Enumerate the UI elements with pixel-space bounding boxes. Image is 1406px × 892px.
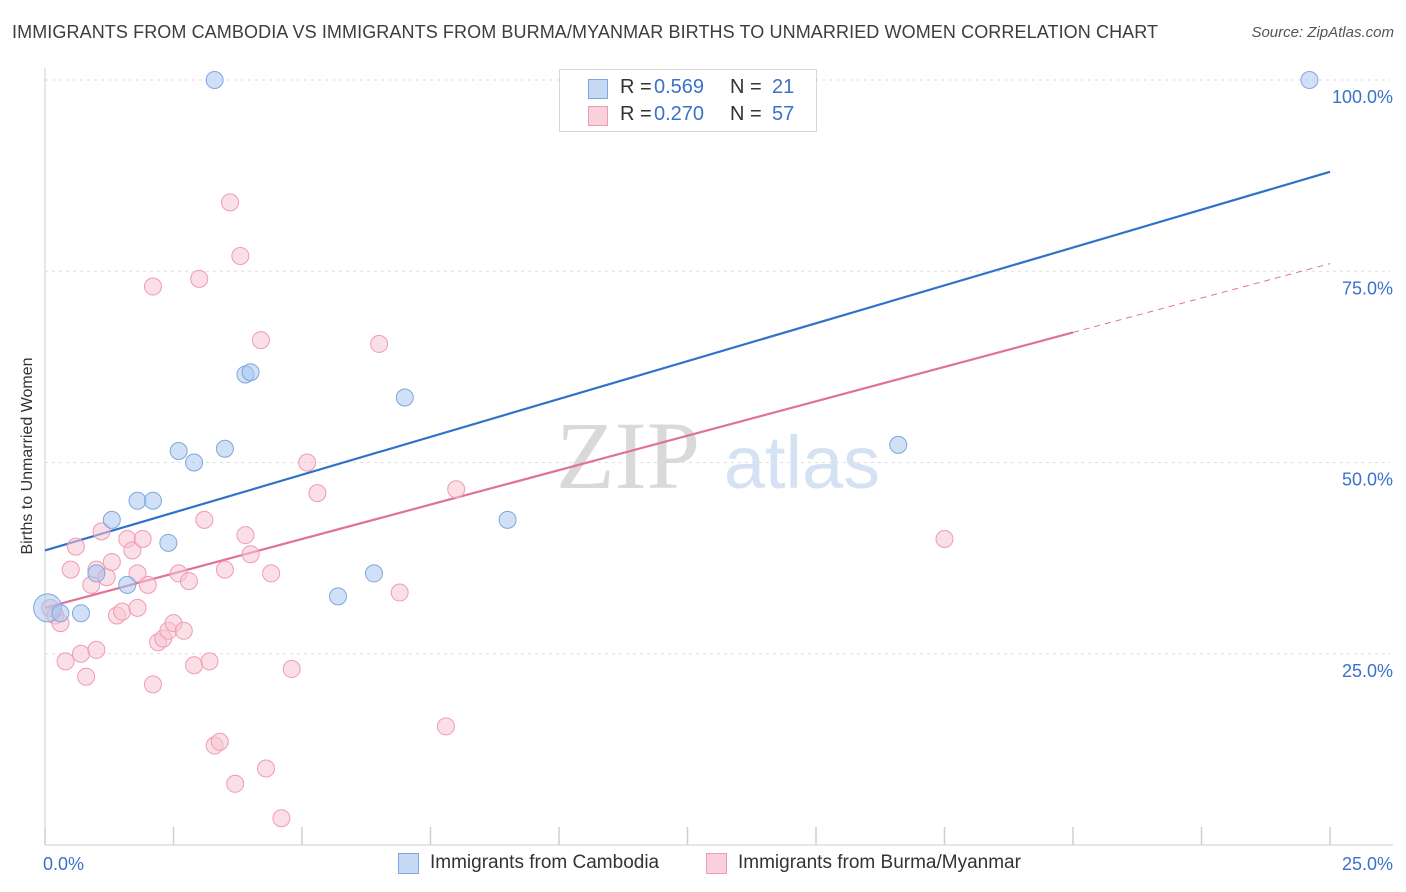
point-burma (77, 667, 96, 686)
legend-n-label: N = (730, 103, 762, 125)
trend-line-cambodia (44, 170, 1331, 552)
y-tick-label: 75.0% (1342, 278, 1393, 298)
legend-label-cambodia: Immigrants from Cambodia (430, 852, 660, 873)
x-tick-label: 25.0% (1342, 854, 1393, 874)
point-burma (251, 331, 270, 350)
point-burma (272, 809, 291, 828)
point-cambodia (185, 453, 204, 472)
point-cambodia (1300, 71, 1319, 89)
legend-r-value: 0.569 (654, 76, 705, 98)
point-burma (128, 598, 147, 617)
point-burma (436, 717, 455, 736)
point-burma (61, 560, 80, 579)
point-burma (447, 480, 466, 499)
watermark: ZIP atlas (556, 402, 880, 509)
point-burma (133, 530, 152, 548)
watermark-atlas: atlas (724, 421, 880, 504)
trend-line-burma-extension (1072, 263, 1331, 333)
point-burma (56, 652, 75, 671)
point-cambodia (128, 491, 147, 510)
y-tick-label: 25.0% (1342, 661, 1393, 681)
point-burma (308, 484, 327, 503)
point-burma (390, 583, 409, 602)
point-burma (200, 652, 219, 671)
legend-swatch-burma (706, 853, 727, 874)
point-cambodia (241, 363, 260, 382)
y-axis-label: Births to Unmarried Women (19, 357, 36, 555)
point-burma (66, 537, 85, 556)
legend-swatch-cambodia (398, 853, 419, 874)
point-burma (370, 334, 389, 353)
y-tick-label: 50.0% (1342, 470, 1393, 490)
point-burma (179, 572, 198, 591)
legend-n-value: 57 (772, 103, 795, 125)
legend-n-label: N = (730, 76, 762, 98)
axes (44, 68, 1393, 846)
point-cambodia (118, 575, 137, 594)
trend-line-burma (44, 331, 1074, 609)
point-cambodia (328, 587, 347, 606)
point-burma (185, 656, 204, 675)
watermark-zip: ZIP (556, 402, 700, 509)
point-cambodia (364, 564, 383, 583)
legend-label-burma: Immigrants from Burma/Myanmar (738, 852, 1021, 873)
point-burma (87, 640, 106, 659)
point-burma (226, 774, 245, 793)
legend-swatch-cambodia (588, 79, 608, 99)
point-cambodia (87, 564, 106, 583)
point-burma (935, 530, 954, 548)
x-tick-label: 0.0% (43, 854, 84, 874)
point-burma (128, 564, 147, 583)
point-burma (231, 246, 250, 265)
point-burma (71, 644, 90, 663)
point-cambodia (498, 510, 517, 529)
legend-r-value: 0.270 (654, 103, 705, 125)
point-burma (143, 675, 162, 694)
point-cambodia (215, 439, 234, 458)
point-burma (282, 660, 301, 679)
point-cambodia (102, 510, 121, 529)
point-burma (215, 560, 234, 579)
source-label: Source: ZipAtlas.com (1251, 24, 1394, 41)
points (33, 71, 1319, 828)
legend-n-value: 21 (772, 76, 795, 98)
point-burma (92, 522, 111, 541)
point-burma (210, 732, 229, 751)
trend-lines (44, 170, 1331, 609)
point-burma (123, 541, 142, 560)
point-burma (174, 621, 193, 640)
point-burma (262, 564, 281, 583)
point-burma (241, 545, 260, 564)
point-burma (195, 510, 214, 529)
point-cambodia (51, 604, 70, 623)
point-burma (190, 269, 209, 288)
point-burma (257, 759, 276, 778)
point-burma (102, 552, 121, 571)
legend-swatch-burma (588, 106, 608, 126)
point-cambodia (889, 435, 908, 454)
point-cambodia (169, 442, 188, 461)
point-cambodia (159, 533, 178, 552)
y-tick-label: 100.0% (1332, 87, 1393, 107)
point-burma (113, 602, 132, 621)
point-burma (221, 193, 240, 212)
point-burma (298, 453, 317, 472)
correlation-legend: R = 0.569 N = 21 R = 0.270 N = 57 (559, 69, 817, 132)
tick-labels: 100.0% 75.0% 50.0% 25.0% 0.0% 25.0% (43, 87, 1393, 874)
point-cambodia (71, 604, 90, 623)
point-burma (236, 526, 255, 545)
chart-title: IMMIGRANTS FROM CAMBODIA VS IMMIGRANTS F… (12, 22, 1159, 42)
point-cambodia (205, 71, 224, 89)
point-cambodia (395, 388, 414, 407)
point-burma (143, 277, 162, 296)
point-cambodia (143, 491, 162, 510)
legend-r-label: R = (620, 103, 652, 125)
legend-r-label: R = (620, 76, 652, 98)
point-burma (138, 575, 157, 594)
